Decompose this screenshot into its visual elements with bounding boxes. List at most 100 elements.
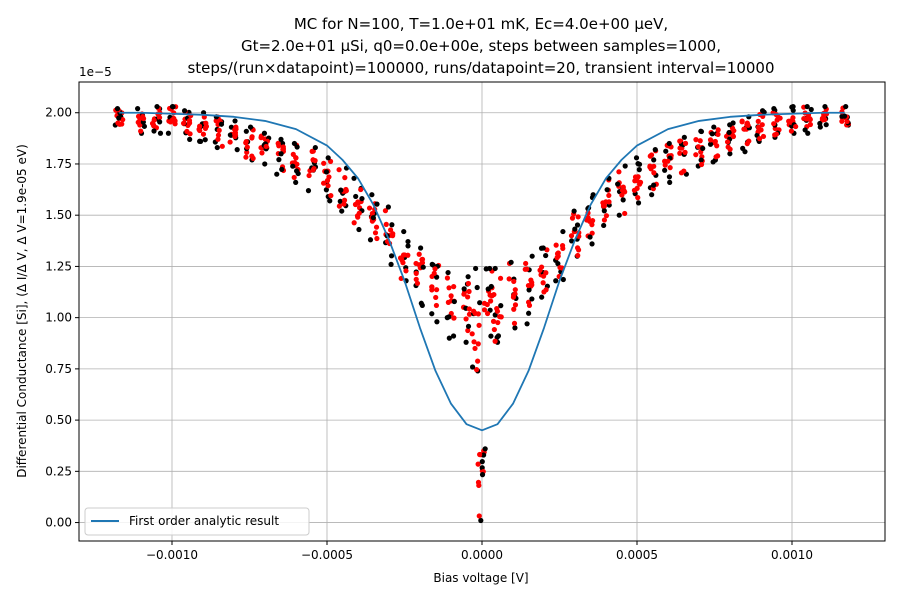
x-tick-label-1: −0.0005 [301, 548, 353, 562]
mc-data-point [665, 158, 671, 164]
mc-data-point [808, 106, 814, 113]
mc-data-point [279, 166, 285, 172]
mc-data-point [465, 294, 471, 300]
mc-data-point [114, 106, 121, 112]
mc-data-point [620, 197, 626, 203]
mc-data-point [291, 140, 298, 147]
mc-data-point [631, 187, 638, 193]
mc-data-point [249, 134, 255, 140]
mc-data-point [187, 136, 193, 142]
y-tick-label-5: 1.25 [45, 259, 72, 273]
mc-data-point [678, 170, 685, 176]
mc-data-point [724, 139, 731, 145]
legend-box [84, 507, 310, 536]
mc-data-point [215, 132, 222, 138]
mc-data-point [712, 138, 718, 145]
mc-data-point [355, 214, 361, 220]
mc-data-point [488, 298, 494, 304]
mc-data-point [463, 316, 469, 322]
mc-data-point [243, 128, 249, 134]
mc-data-point [263, 143, 269, 150]
mc-data-point [197, 138, 203, 144]
mc-data-point [488, 283, 494, 290]
mc-data-point [730, 133, 737, 140]
mc-data-point [538, 264, 545, 270]
mc-data-point [524, 266, 530, 272]
mc-data-point [494, 308, 501, 314]
mc-data-point [474, 284, 480, 291]
mc-data-point [433, 302, 440, 309]
mc-data-point [529, 253, 535, 259]
mc-data-point [234, 147, 240, 153]
mc-data-point [416, 251, 422, 257]
mc-data-point [620, 187, 626, 193]
mc-data-point [310, 157, 316, 163]
mc-data-point [461, 286, 467, 292]
mc-data-point [677, 150, 683, 156]
mc-data-point [603, 213, 610, 219]
mc-data-point [512, 325, 518, 331]
mc-data-point [466, 311, 473, 317]
mc-data-point [138, 128, 144, 134]
mc-data-point [698, 157, 704, 163]
mc-data-point [714, 143, 720, 149]
mc-data-point [250, 155, 256, 161]
mc-data-point [526, 302, 533, 308]
mc-data-point [553, 278, 559, 284]
mc-data-point [491, 291, 497, 298]
mc-data-point [181, 108, 188, 114]
mc-data-point [244, 144, 250, 150]
mc-data-point [343, 186, 349, 193]
mc-data-point [338, 187, 344, 193]
mc-data-point [487, 265, 493, 272]
mc-data-point [116, 115, 122, 121]
mc-data-point [336, 203, 342, 209]
mc-data-point [771, 121, 777, 127]
mc-data-point [727, 146, 733, 152]
mc-data-point [385, 204, 391, 210]
mc-data-point [482, 446, 488, 452]
mc-data-point [488, 333, 494, 339]
mc-data-point [382, 208, 389, 214]
mc-data-point [543, 252, 549, 259]
mc-data-point [741, 126, 748, 132]
mc-data-point [731, 128, 737, 134]
mc-data-point [358, 186, 364, 193]
mc-data-point [476, 513, 482, 519]
mc-data-point [571, 208, 577, 214]
mc-data-point [339, 208, 345, 214]
mc-data-point [572, 226, 578, 232]
mc-data-point [478, 517, 484, 524]
mc-data-point [603, 199, 609, 205]
mc-data-point [117, 121, 123, 127]
mc-data-point [491, 326, 497, 333]
mc-data-point [666, 140, 672, 147]
mc-data-point [312, 144, 318, 151]
mc-data-point [511, 278, 517, 285]
mc-data-point [120, 117, 126, 123]
mc-data-point [475, 479, 482, 485]
mc-data-point [469, 331, 475, 337]
legend-label-analytic: First order analytic result [129, 514, 279, 528]
mc-data-point [306, 172, 312, 179]
mc-data-point [616, 212, 622, 218]
mc-data-point [604, 187, 610, 193]
mc-data-point [328, 193, 334, 199]
mc-data-point [756, 128, 762, 134]
mc-data-point [709, 131, 715, 137]
mc-data-point [434, 319, 440, 325]
mc-data-point [484, 310, 491, 317]
mc-data-point [446, 285, 452, 291]
mc-data-point [635, 195, 641, 201]
y-tick-label-4: 1.00 [45, 311, 72, 325]
mc-data-point [369, 210, 375, 217]
mc-data-point [475, 358, 481, 364]
mc-data-point [293, 179, 299, 186]
mc-data-point [481, 307, 488, 313]
mc-data-point [555, 261, 561, 267]
mc-data-point [465, 280, 472, 287]
analytic-curve-layer [119, 111, 845, 432]
x-tick-label-3: 0.0005 [616, 548, 658, 562]
mc-data-point [755, 118, 761, 124]
mc-data-point [473, 265, 479, 272]
